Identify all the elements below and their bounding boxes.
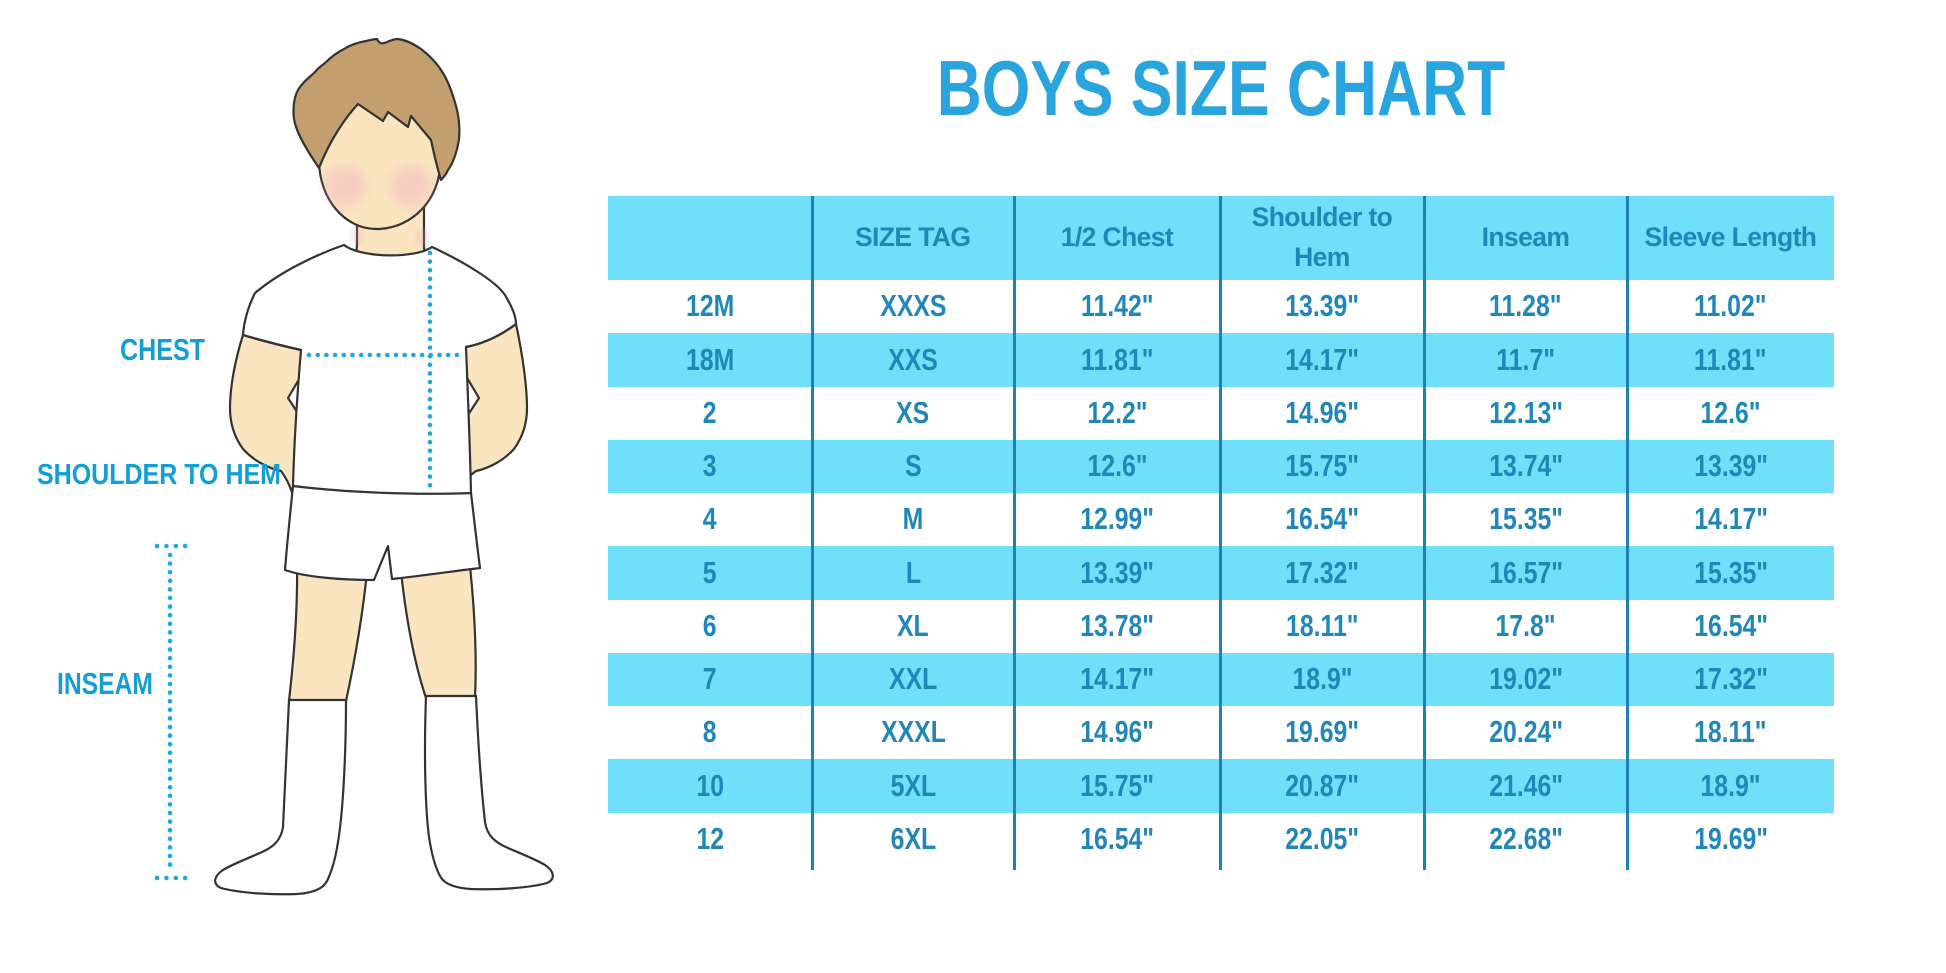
svg-text:INSEAM: INSEAM	[57, 666, 153, 701]
svg-text:SHOULDER TO HEM: SHOULDER TO HEM	[37, 459, 281, 491]
svg-text:CHEST: CHEST	[120, 332, 205, 367]
